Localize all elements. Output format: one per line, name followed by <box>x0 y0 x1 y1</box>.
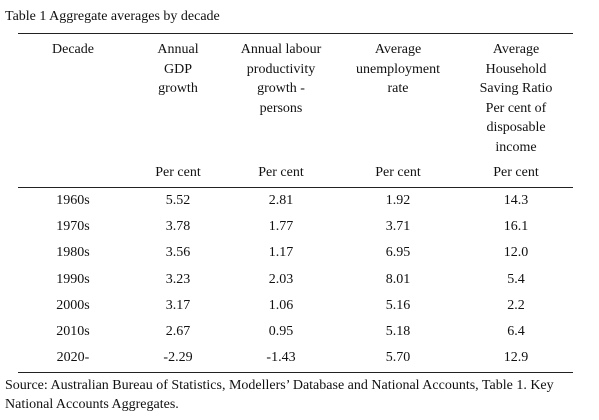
table-caption: Table 1 Aggregate averages by decade <box>5 9 220 24</box>
cell-gdp-growth: -2.29 <box>163 350 193 365</box>
cell-saving-ratio: 5.4 <box>507 272 525 287</box>
cell-saving-ratio: 12.0 <box>503 245 529 260</box>
source-note: Source: Australian Bureau of Statistics,… <box>5 378 554 412</box>
unit-saving-ratio: Per cent <box>493 165 539 180</box>
table-row: 1980s 3.56 1.17 6.95 12.0 <box>0 243 599 263</box>
top-rule <box>18 33 573 34</box>
cell-unemployment: 1.92 <box>385 193 411 208</box>
cell-gdp-growth: 3.78 <box>165 219 191 234</box>
cell-saving-ratio: 14.3 <box>503 193 529 208</box>
cell-unemployment: 5.18 <box>385 324 411 339</box>
bottom-rule <box>18 372 573 373</box>
header-gdp-growth: Annual GDP growth <box>157 42 199 96</box>
table-row: 2010s 2.67 0.95 5.18 6.4 <box>0 322 599 342</box>
cell-labour-productivity: 2.03 <box>268 272 294 287</box>
cell-labour-productivity: 2.81 <box>268 193 294 208</box>
cell-unemployment: 8.01 <box>385 272 411 287</box>
cell-saving-ratio: 2.2 <box>507 298 525 313</box>
cell-gdp-growth: 3.23 <box>165 272 191 287</box>
unit-unemployment: Per cent <box>375 165 421 180</box>
cell-decade: 1960s <box>56 193 90 208</box>
cell-decade: 1970s <box>56 219 90 234</box>
cell-decade: 2010s <box>56 324 90 339</box>
header-decade: Decade <box>52 42 94 57</box>
cell-labour-productivity: 1.77 <box>268 219 294 234</box>
cell-labour-productivity: 1.17 <box>268 245 294 260</box>
cell-saving-ratio: 12.9 <box>503 350 529 365</box>
cell-labour-productivity: -1.43 <box>266 350 296 365</box>
cell-gdp-growth: 5.52 <box>165 193 191 208</box>
cell-unemployment: 3.71 <box>385 219 411 234</box>
header-saving-ratio: Average Household Saving Ratio Per cent … <box>479 42 553 155</box>
table-row: 2020- -2.29 -1.43 5.70 12.9 <box>0 348 599 368</box>
cell-labour-productivity: 1.06 <box>268 298 294 313</box>
unit-gdp-growth: Per cent <box>155 165 201 180</box>
cell-saving-ratio: 16.1 <box>503 219 529 234</box>
cell-decade: 1990s <box>56 272 90 287</box>
cell-unemployment: 6.95 <box>385 245 411 260</box>
header-unemployment: Average unemployment rate <box>356 42 440 96</box>
cell-saving-ratio: 6.4 <box>507 324 525 339</box>
cell-labour-productivity: 0.95 <box>268 324 294 339</box>
header-rule <box>18 187 573 188</box>
cell-decade: 2000s <box>56 298 90 313</box>
cell-unemployment: 5.70 <box>385 350 411 365</box>
cell-gdp-growth: 3.56 <box>165 245 191 260</box>
table-row: 1960s 5.52 2.81 1.92 14.3 <box>0 191 599 211</box>
cell-gdp-growth: 3.17 <box>165 298 191 313</box>
header-labour-productivity: Annual labour productivity growth - pers… <box>240 42 322 116</box>
cell-decade: 1980s <box>56 245 90 260</box>
table-row: 1970s 3.78 1.77 3.71 16.1 <box>0 217 599 237</box>
cell-unemployment: 5.16 <box>385 298 411 313</box>
table-row: 2000s 3.17 1.06 5.16 2.2 <box>0 296 599 316</box>
table-row: 1990s 3.23 2.03 8.01 5.4 <box>0 270 599 290</box>
cell-decade: 2020- <box>56 350 90 365</box>
cell-gdp-growth: 2.67 <box>165 324 191 339</box>
unit-labour-productivity: Per cent <box>258 165 304 180</box>
